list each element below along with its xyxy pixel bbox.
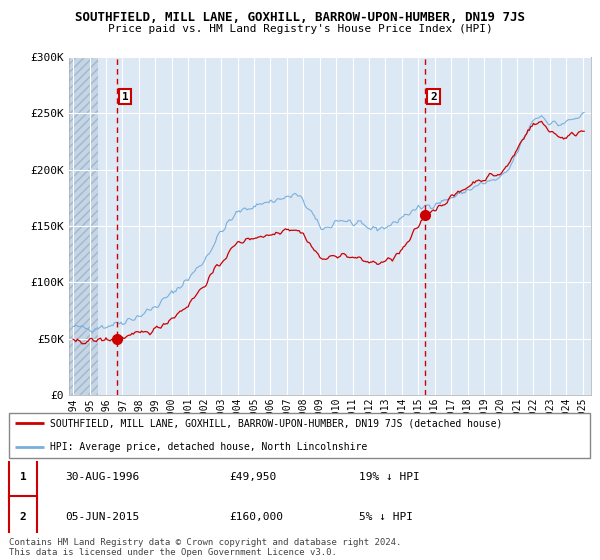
Text: £160,000: £160,000 bbox=[229, 512, 283, 522]
Text: 5% ↓ HPI: 5% ↓ HPI bbox=[359, 512, 413, 522]
Text: HPI: Average price, detached house, North Lincolnshire: HPI: Average price, detached house, Nort… bbox=[50, 441, 367, 451]
Text: 2: 2 bbox=[430, 91, 437, 101]
Text: SOUTHFIELD, MILL LANE, GOXHILL, BARROW-UPON-HUMBER, DN19 7JS: SOUTHFIELD, MILL LANE, GOXHILL, BARROW-U… bbox=[75, 11, 525, 24]
Text: 2: 2 bbox=[20, 512, 26, 522]
Text: 19% ↓ HPI: 19% ↓ HPI bbox=[359, 472, 419, 482]
Text: 1: 1 bbox=[122, 91, 128, 101]
Text: 05-JUN-2015: 05-JUN-2015 bbox=[65, 512, 139, 522]
Text: Contains HM Land Registry data © Crown copyright and database right 2024.
This d: Contains HM Land Registry data © Crown c… bbox=[9, 538, 401, 557]
Text: 30-AUG-1996: 30-AUG-1996 bbox=[65, 472, 139, 482]
Text: Price paid vs. HM Land Registry's House Price Index (HPI): Price paid vs. HM Land Registry's House … bbox=[107, 24, 493, 34]
FancyBboxPatch shape bbox=[9, 456, 37, 499]
Text: £49,950: £49,950 bbox=[229, 472, 277, 482]
Bar bbox=[69, 57, 98, 395]
FancyBboxPatch shape bbox=[9, 496, 37, 539]
Text: 1: 1 bbox=[20, 472, 26, 482]
Text: SOUTHFIELD, MILL LANE, GOXHILL, BARROW-UPON-HUMBER, DN19 7JS (detached house): SOUTHFIELD, MILL LANE, GOXHILL, BARROW-U… bbox=[50, 418, 502, 428]
FancyBboxPatch shape bbox=[9, 413, 590, 458]
